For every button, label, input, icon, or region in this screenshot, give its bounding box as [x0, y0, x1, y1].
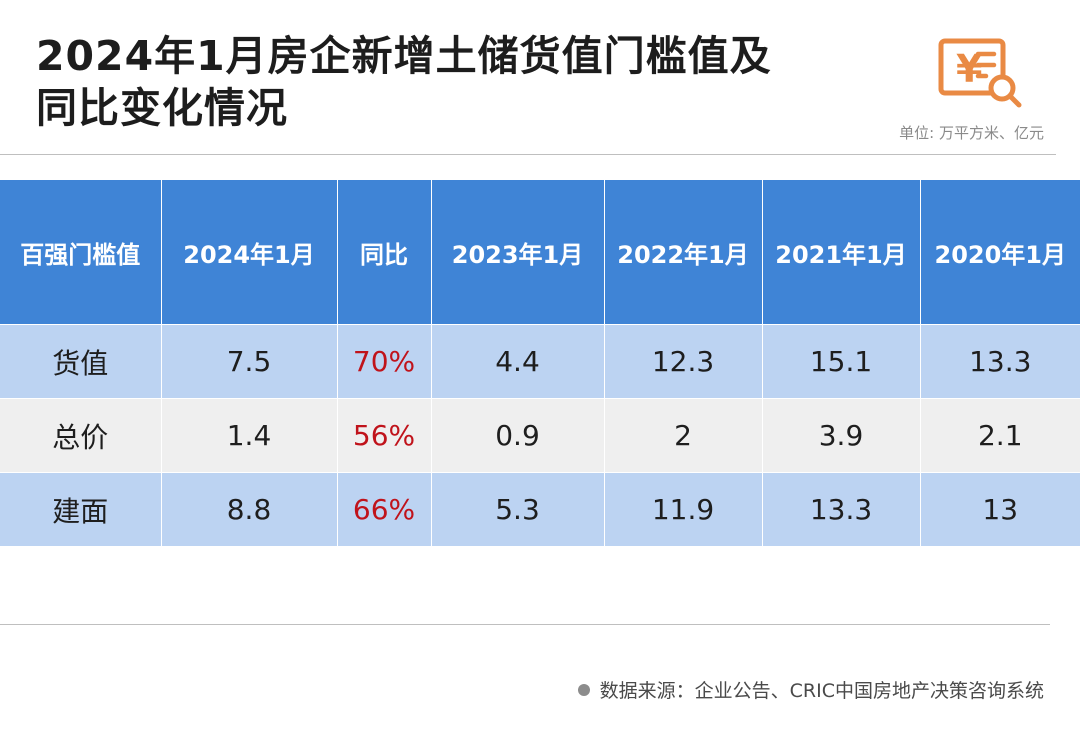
- row-label: 货值: [0, 324, 162, 399]
- title-line-2: 同比变化情况: [36, 84, 288, 132]
- yoy-cell: 56%: [337, 398, 432, 473]
- table-cell: 12.3: [604, 324, 763, 399]
- table-cell: 2.1: [920, 398, 1080, 473]
- header-cell-2023-01: 2023年1月: [431, 180, 605, 325]
- data-source-text: 数据来源：企业公告、CRIC中国房地产决策咨询系统: [599, 680, 1044, 702]
- bottom-divider: [0, 624, 1050, 625]
- yen-receipt-search-icon: ¥: [938, 38, 1022, 108]
- row-label: 总价: [0, 398, 162, 473]
- chart-title: 2024年1月房企新增土储货值门槛值及 同比变化情况: [36, 30, 836, 134]
- unit-label: 单位: 万平方米、亿元: [899, 124, 1044, 142]
- header-cell-2022-01: 2022年1月: [604, 180, 763, 325]
- table-cell: 1.4: [161, 398, 338, 473]
- table-cell: 15.1: [762, 324, 921, 399]
- table-cell: 0.9: [431, 398, 605, 473]
- header-row: 百强门槛值 2024年1月 同比 2023年1月 2022年1月 2021年1月…: [0, 180, 1080, 325]
- table-cell: 13.3: [920, 324, 1080, 399]
- table-cell: 2: [604, 398, 763, 473]
- table-cell: 3.9: [762, 398, 921, 473]
- table-cell: 7.5: [161, 324, 338, 399]
- header-cell-2020-01: 2020年1月: [920, 180, 1080, 325]
- top-divider: [0, 154, 1056, 155]
- yoy-cell: 70%: [337, 324, 432, 399]
- table-row: 总价 1.4 56% 0.9 2 3.9 2.1: [0, 398, 1080, 473]
- table-cell: 13: [920, 472, 1080, 546]
- header-cell-2021-01: 2021年1月: [762, 180, 921, 325]
- header-cell-yoy: 同比: [337, 180, 432, 325]
- data-source: 数据来源：企业公告、CRIC中国房地产决策咨询系统: [577, 676, 1044, 703]
- table-cell: 13.3: [762, 472, 921, 546]
- yoy-cell: 66%: [337, 472, 432, 546]
- table-row: 建面 8.8 66% 5.3 11.9 13.3 13: [0, 472, 1080, 546]
- title-line-1: 2024年1月房企新增土储货值门槛值及: [36, 32, 772, 80]
- table-cell: 5.3: [431, 472, 605, 546]
- table-cell: 8.8: [161, 472, 338, 546]
- row-label: 建面: [0, 472, 162, 546]
- threshold-table: 百强门槛值 2024年1月 同比 2023年1月 2022年1月 2021年1月…: [0, 180, 1080, 546]
- table-cell: 11.9: [604, 472, 763, 546]
- header-cell-metric: 百强门槛值: [0, 180, 162, 325]
- bullet-dot-icon: [577, 684, 590, 696]
- table-cell: 4.4: [431, 324, 605, 399]
- table-row: 货值 7.5 70% 4.4 12.3 15.1 13.3: [0, 324, 1080, 399]
- header-cell-2024-01: 2024年1月: [161, 180, 338, 325]
